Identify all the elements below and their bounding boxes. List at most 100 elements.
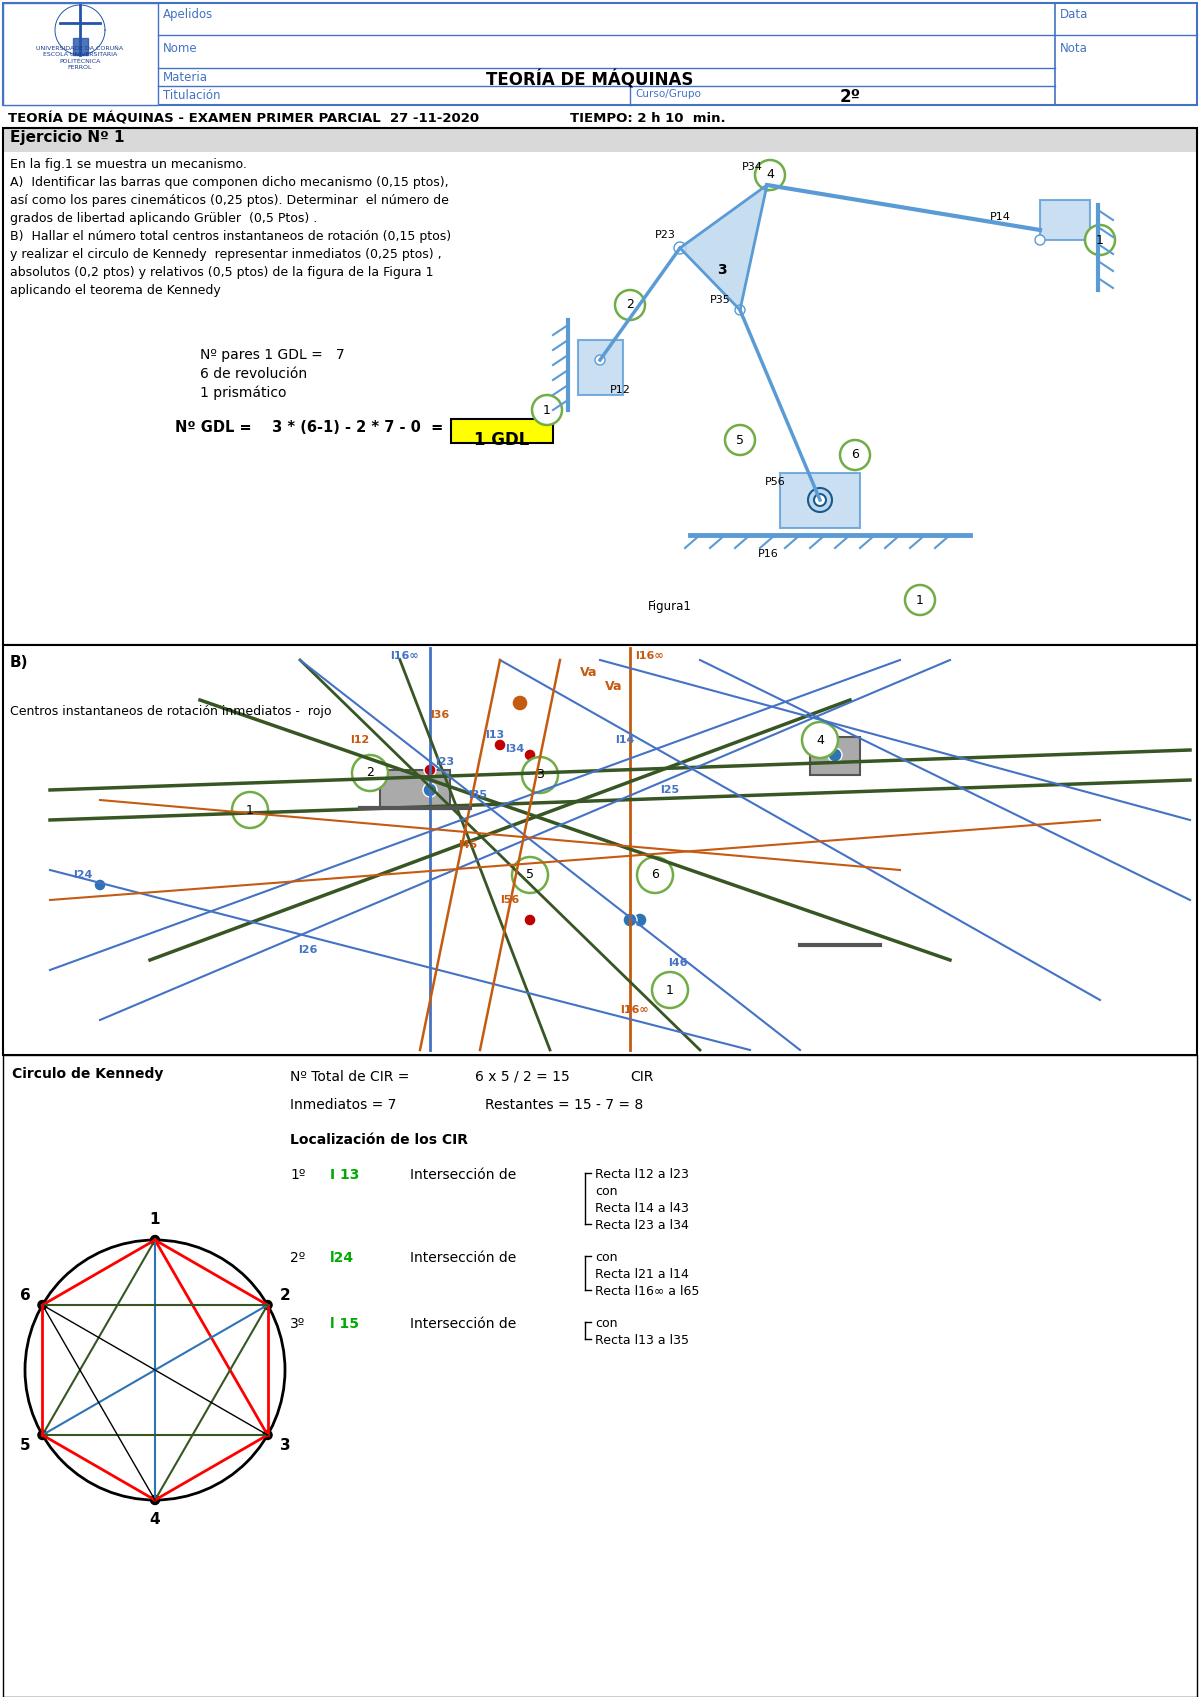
Circle shape [25, 1241, 286, 1500]
Circle shape [424, 784, 436, 796]
Text: Data: Data [1060, 8, 1088, 20]
Bar [2, 3, 1198, 105]
Circle shape [232, 792, 268, 828]
Text: TIEMPO: 2 h 10  min.: TIEMPO: 2 h 10 min. [570, 112, 726, 126]
Text: 1 prismático: 1 prismático [200, 385, 287, 400]
Text: con: con [595, 1317, 618, 1330]
Text: absolutos (0,2 ptos) y relativos (0,5 ptos) de la figura de la Figura 1: absolutos (0,2 ptos) y relativos (0,5 pt… [10, 266, 433, 278]
Text: l16∞: l16∞ [635, 652, 664, 662]
Circle shape [150, 1495, 160, 1505]
Circle shape [352, 755, 388, 791]
Circle shape [424, 764, 436, 776]
Text: Inmediatos = 7: Inmediatos = 7 [290, 1098, 396, 1112]
Text: Recta l14 a l43: Recta l14 a l43 [595, 1201, 689, 1215]
Text: l23: l23 [436, 757, 454, 767]
Circle shape [725, 424, 755, 455]
Text: 5: 5 [526, 869, 534, 881]
Text: Localización de los CIR: Localización de los CIR [290, 1134, 468, 1147]
Text: con: con [595, 1185, 618, 1198]
Text: 3: 3 [536, 769, 544, 782]
Text: Va: Va [605, 680, 623, 692]
Text: B)  Hallar el número total centros instantaneos de rotación (0,15 ptos): B) Hallar el número total centros instan… [10, 231, 451, 243]
Text: Curso/Grupo: Curso/Grupo [635, 88, 701, 98]
Circle shape [1085, 226, 1115, 255]
Text: Va: Va [580, 665, 598, 679]
Circle shape [616, 290, 646, 321]
Circle shape [755, 160, 785, 190]
Text: Recta l16∞ a l65: Recta l16∞ a l65 [595, 1285, 700, 1298]
Circle shape [38, 1300, 47, 1310]
Circle shape [38, 1431, 47, 1439]
Circle shape [623, 913, 637, 927]
Circle shape [828, 748, 842, 762]
Text: En la fig.1 se muestra un mecanismo.: En la fig.1 se muestra un mecanismo. [10, 158, 247, 171]
Text: P14: P14 [990, 212, 1010, 222]
Circle shape [512, 696, 528, 711]
Circle shape [808, 489, 832, 512]
Bar [780, 473, 860, 528]
Text: 1º: 1º [290, 1168, 305, 1183]
Text: así como los pares cinemáticos (0,25 ptos). Determinar  el número de: así como los pares cinemáticos (0,25 pto… [10, 193, 449, 207]
Text: 1: 1 [150, 1212, 161, 1227]
Text: 3: 3 [718, 263, 727, 277]
Text: l 15: l 15 [330, 1317, 359, 1330]
Bar [2, 153, 1198, 645]
Circle shape [150, 1235, 160, 1244]
Bar [2, 645, 1198, 1056]
Text: 6 de revolución: 6 de revolución [200, 367, 307, 382]
Polygon shape [72, 37, 88, 54]
Circle shape [802, 721, 838, 759]
Text: Nº pares 1 GDL =   7: Nº pares 1 GDL = 7 [200, 348, 344, 361]
Text: l24: l24 [330, 1251, 354, 1264]
Text: CIR: CIR [630, 1071, 653, 1084]
Text: l16∞: l16∞ [390, 652, 419, 662]
Text: I 13: I 13 [330, 1168, 359, 1183]
Text: Recta l23 a l34: Recta l23 a l34 [595, 1218, 689, 1232]
Text: y realizar el circulo de Kennedy  representar inmediatos (0,25 ptos) ,: y realizar el circulo de Kennedy represe… [10, 248, 442, 261]
Text: Restantes = 15 - 7 = 8: Restantes = 15 - 7 = 8 [485, 1098, 643, 1112]
Text: P34: P34 [742, 161, 763, 171]
Text: 1: 1 [246, 803, 254, 816]
Circle shape [734, 305, 745, 316]
Text: l56: l56 [500, 894, 520, 905]
Text: Circulo de Kennedy: Circulo de Kennedy [12, 1067, 163, 1081]
Text: grados de libertad aplicando Grübler  (0,5 Ptos) .: grados de libertad aplicando Grübler (0,… [10, 212, 317, 226]
Circle shape [634, 913, 647, 927]
Text: con: con [595, 1251, 618, 1264]
Text: l26: l26 [298, 945, 317, 955]
Circle shape [840, 440, 870, 470]
Text: 6: 6 [851, 448, 859, 462]
Text: Titulación: Titulación [163, 88, 221, 102]
Circle shape [524, 915, 536, 927]
Text: 6 x 5 / 2 = 15: 6 x 5 / 2 = 15 [475, 1071, 570, 1084]
Text: l13: l13 [485, 730, 504, 740]
Text: Nº Total de CIR =: Nº Total de CIR = [290, 1071, 409, 1084]
Bar [2, 3, 158, 105]
Circle shape [814, 494, 826, 506]
Circle shape [512, 857, 548, 893]
Circle shape [1034, 234, 1045, 244]
Text: TEORÍA DE MÁQUINAS: TEORÍA DE MÁQUINAS [486, 71, 694, 90]
Circle shape [494, 738, 506, 752]
Bar [2, 127, 1198, 153]
Text: TEORÍA DE MÁQUINAS - EXAMEN PRIMER PARCIAL  27 -11-2020: TEORÍA DE MÁQUINAS - EXAMEN PRIMER PARCI… [8, 112, 479, 126]
Bar [380, 770, 450, 808]
Text: l24: l24 [73, 871, 92, 881]
Text: 4: 4 [150, 1512, 161, 1527]
Text: 1: 1 [666, 984, 674, 996]
Text: l25: l25 [660, 786, 679, 794]
Text: UNIVERSIDADE DA CORUÑA
ESCOLA UNIVERSITARIA
POLITÉCNICA
FERROL: UNIVERSIDADE DA CORUÑA ESCOLA UNIVERSITA… [36, 46, 124, 71]
Text: P56: P56 [766, 477, 786, 487]
Text: 2: 2 [280, 1288, 290, 1303]
Circle shape [652, 972, 688, 1008]
Text: 2: 2 [626, 299, 634, 312]
Text: 6: 6 [19, 1288, 30, 1303]
Circle shape [424, 782, 437, 798]
Circle shape [637, 857, 673, 893]
Text: Nome: Nome [163, 42, 198, 54]
Text: l14: l14 [616, 735, 635, 745]
Text: B): B) [10, 655, 29, 670]
Circle shape [522, 757, 558, 792]
Text: P35: P35 [710, 295, 731, 305]
Text: 5: 5 [19, 1437, 30, 1453]
